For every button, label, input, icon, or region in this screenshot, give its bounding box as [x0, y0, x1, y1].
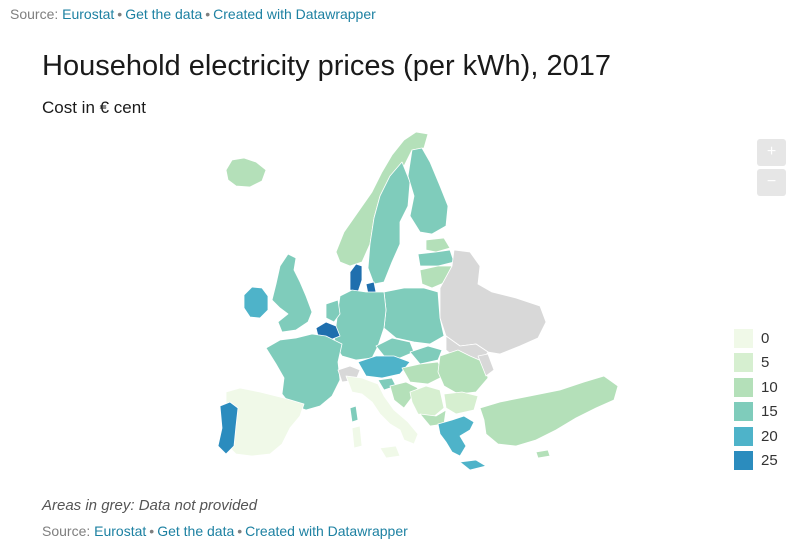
legend-swatch: [734, 426, 753, 446]
source-prefix: Source:: [42, 523, 91, 539]
separator-dot: •: [205, 6, 211, 22]
separator-dot: •: [117, 6, 123, 22]
country-sweden[interactable]: [367, 161, 411, 285]
country-italy[interactable]: [345, 375, 419, 459]
legend-swatch: [734, 402, 753, 422]
legend-item: 25: [734, 449, 778, 474]
country-slovakia[interactable]: [409, 345, 443, 365]
country-poland[interactable]: [383, 287, 445, 345]
country-turkey[interactable]: [479, 375, 619, 447]
source-line-bottom: Source: Eurostat • Get the data • Created wi…: [42, 523, 408, 539]
legend-label: 25: [761, 452, 778, 470]
legend-swatch: [734, 328, 753, 348]
country-uk[interactable]: [271, 253, 313, 333]
legend-label: 20: [761, 427, 778, 445]
country-france[interactable]: [265, 333, 343, 411]
legend-item: 15: [734, 400, 778, 425]
legend-swatch: [734, 353, 753, 373]
country-germany[interactable]: [333, 289, 387, 361]
country-bosnia-serbia[interactable]: [409, 385, 445, 419]
source-prefix: Source:: [10, 6, 59, 22]
legend-swatch: [734, 377, 753, 397]
legend-item: 5: [734, 351, 778, 376]
country-netherlands[interactable]: [325, 299, 341, 323]
country-estonia[interactable]: [425, 237, 451, 253]
legend-item: 20: [734, 424, 778, 449]
separator-dot: •: [149, 523, 155, 539]
get-the-data-link[interactable]: Get the data: [157, 523, 235, 539]
country-finland[interactable]: [407, 147, 449, 235]
eurostat-link[interactable]: Eurostat: [94, 523, 147, 539]
country-cyprus[interactable]: [535, 449, 551, 459]
datawrapper-link[interactable]: Created with Datawrapper: [245, 523, 408, 539]
source-line-top: Source: Eurostat • Get the data • Created wi…: [10, 6, 376, 22]
country-portugal[interactable]: [217, 401, 239, 455]
chart-title: Household electricity prices (per kWh), …: [42, 50, 611, 82]
legend-label: 10: [761, 378, 778, 396]
country-bulgaria[interactable]: [443, 391, 479, 415]
legend-item: 10: [734, 375, 778, 400]
legend-label: 5: [761, 354, 770, 372]
legend-swatch: [734, 451, 753, 471]
country-austria[interactable]: [357, 355, 411, 379]
legend-label: 0: [761, 329, 770, 347]
country-moldova[interactable]: [477, 353, 495, 377]
country-russia-east[interactable]: [439, 249, 547, 355]
country-latvia[interactable]: [417, 249, 455, 267]
separator-dot: •: [237, 523, 243, 539]
color-legend: 0 5 10 15 20 25: [734, 326, 778, 473]
country-hungary[interactable]: [401, 361, 445, 385]
chart-subtitle: Cost in € cent: [42, 98, 146, 117]
country-corsica[interactable]: [349, 405, 359, 423]
country-croatia[interactable]: [389, 381, 419, 409]
zoom-out-button[interactable]: −: [757, 169, 786, 196]
country-romania[interactable]: [437, 349, 489, 395]
country-balkan-south[interactable]: [419, 409, 447, 427]
datawrapper-link[interactable]: Created with Datawrapper: [213, 6, 376, 22]
zoom-in-button[interactable]: +: [757, 139, 786, 166]
country-sardinia[interactable]: [351, 425, 363, 449]
legend-label: 15: [761, 403, 778, 421]
country-iceland[interactable]: [225, 157, 267, 188]
country-greece[interactable]: [437, 415, 487, 471]
no-data-note: Areas in grey: Data not provided: [42, 497, 258, 514]
legend-item: 0: [734, 326, 778, 351]
country-ireland[interactable]: [243, 286, 269, 319]
get-the-data-link[interactable]: Get the data: [125, 6, 203, 22]
eurostat-link[interactable]: Eurostat: [62, 6, 115, 22]
